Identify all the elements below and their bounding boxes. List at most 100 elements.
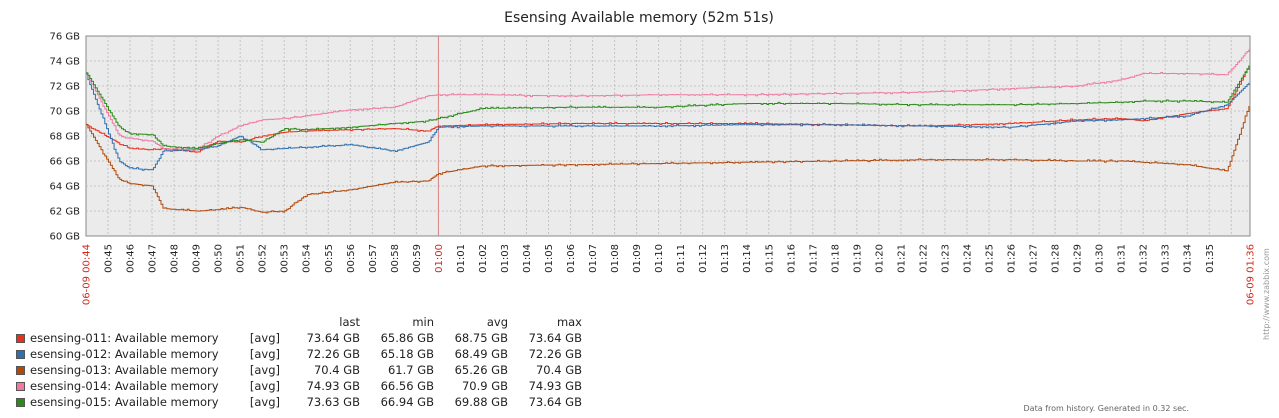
series-line-1 bbox=[86, 65, 1250, 153]
legend-min: 65.18 GB bbox=[380, 347, 434, 361]
legend-min: 61.7 GB bbox=[387, 363, 434, 377]
legend-max: 74.93 GB bbox=[528, 379, 582, 393]
y-tick-label: 76 GB bbox=[49, 32, 80, 43]
x-tick-label: 01:34 bbox=[1183, 244, 1194, 273]
legend-header-avg: avg bbox=[486, 315, 508, 329]
legend-series-name: esensing-013: Available memory bbox=[30, 363, 219, 377]
y-tick-label: 64 GB bbox=[49, 182, 80, 193]
x-tick-label: 01:28 bbox=[1051, 244, 1062, 273]
zabbix-watermark: http://www.zabbix.com bbox=[1262, 248, 1271, 340]
legend-series-name: esensing-014: Available memory bbox=[30, 379, 219, 393]
legend-function: [avg] bbox=[249, 331, 280, 345]
legend-row: esensing-015: Available memory [avg] 73.… bbox=[16, 394, 582, 410]
x-tick-label: 00:56 bbox=[346, 244, 357, 273]
x-tick-label: 01:21 bbox=[896, 244, 907, 273]
chart-title: Esensing Available memory (52m 51s) bbox=[504, 10, 774, 26]
legend-function: [avg] bbox=[249, 395, 280, 409]
x-tick-label: 00:54 bbox=[302, 244, 313, 273]
y-tick-label: 70 GB bbox=[49, 107, 80, 118]
x-tick-label: 01:18 bbox=[830, 244, 841, 273]
x-tick-label: 01:23 bbox=[940, 244, 951, 273]
x-tick-label: 00:52 bbox=[258, 244, 269, 273]
x-tick-label: 01:10 bbox=[654, 244, 665, 273]
legend-swatch bbox=[16, 397, 25, 407]
x-tick-label: 00:57 bbox=[368, 244, 379, 273]
x-tick-label: 00:46 bbox=[126, 244, 137, 273]
legend-row: esensing-012: Available memory [avg] 72.… bbox=[16, 346, 582, 362]
x-tick-label: 01:13 bbox=[720, 244, 731, 273]
x-tick-label: 01:30 bbox=[1095, 244, 1106, 273]
x-tick-label: 01:16 bbox=[786, 244, 797, 273]
legend-min: 66.56 GB bbox=[380, 379, 434, 393]
x-tick-label: 00:45 bbox=[104, 244, 115, 273]
x-tick-label: 01:25 bbox=[985, 244, 996, 273]
x-tick-label: 01:04 bbox=[522, 244, 533, 273]
generation-note: Data from history. Generated in 0.32 sec… bbox=[1023, 404, 1189, 413]
legend-header-last: last bbox=[339, 315, 360, 329]
x-tick-label: 01:27 bbox=[1029, 244, 1040, 273]
x-tick-label: 01:09 bbox=[632, 244, 643, 273]
legend-max: 73.64 GB bbox=[528, 331, 582, 345]
legend-swatch bbox=[16, 381, 25, 391]
x-tick-label: 01:08 bbox=[610, 244, 621, 273]
legend-swatch bbox=[16, 365, 25, 375]
legend-row: esensing-011: Available memory [avg] 73.… bbox=[16, 330, 582, 346]
legend-min: 65.86 GB bbox=[380, 331, 434, 345]
legend-row: esensing-013: Available memory [avg] 70.… bbox=[16, 362, 582, 378]
x-tick-label: 01:31 bbox=[1117, 244, 1128, 273]
legend-row: esensing-014: Available memory [avg] 74.… bbox=[16, 378, 582, 394]
x-tick-label: 01:24 bbox=[962, 244, 973, 273]
series-layer bbox=[86, 49, 1250, 214]
x-tick-label: 01:32 bbox=[1139, 244, 1150, 273]
legend: . last min avg max esensing-011: Availab… bbox=[16, 314, 582, 410]
legend-swatch bbox=[16, 333, 25, 343]
legend-function: [avg] bbox=[249, 347, 280, 361]
y-tick-label: 68 GB bbox=[49, 132, 80, 143]
legend-avg: 70.9 GB bbox=[461, 379, 508, 393]
x-tick-label: 00:59 bbox=[412, 244, 423, 273]
x-tick-label: 01:35 bbox=[1205, 244, 1216, 273]
series-line-2 bbox=[86, 73, 1250, 171]
x-tick-label: 01:07 bbox=[588, 244, 599, 273]
legend-function: [avg] bbox=[249, 363, 280, 377]
legend-max: 72.26 GB bbox=[528, 347, 582, 361]
legend-max: 70.4 GB bbox=[535, 363, 582, 377]
x-tick-label: 01:22 bbox=[918, 244, 929, 273]
x-tick-label: 01:01 bbox=[456, 244, 467, 273]
legend-avg: 68.75 GB bbox=[454, 331, 508, 345]
x-tick-label: 01:26 bbox=[1007, 244, 1018, 273]
legend-series-name: esensing-015: Available memory bbox=[30, 395, 219, 409]
x-tick-label: 00:49 bbox=[192, 244, 203, 273]
legend-series-name: esensing-012: Available memory bbox=[30, 347, 219, 361]
y-tick-label: 66 GB bbox=[49, 157, 80, 168]
legend-header: . last min avg max bbox=[16, 314, 582, 330]
x-tick-label: 01:17 bbox=[808, 244, 819, 273]
x-tick-label: 01:20 bbox=[874, 244, 885, 273]
legend-swatch bbox=[16, 349, 25, 359]
series-line-4 bbox=[86, 49, 1250, 151]
legend-last: 72.26 GB bbox=[306, 347, 360, 361]
x-tick-label: 00:51 bbox=[236, 244, 247, 273]
grid bbox=[86, 36, 1250, 236]
legend-avg: 65.26 GB bbox=[454, 363, 508, 377]
chart: Esensing Available memory (52m 51s) 60 G… bbox=[49, 10, 1256, 306]
x-tick-label: 01:00 bbox=[434, 244, 445, 273]
axes: 60 GB 62 GB 64 GB 66 GB 68 GB 70 GB 72 GB 74 GB… bbox=[49, 32, 1256, 306]
x-tick-label: 01:33 bbox=[1161, 244, 1172, 273]
legend-last: 70.4 GB bbox=[313, 363, 360, 377]
legend-last: 73.63 GB bbox=[306, 395, 360, 409]
legend-max: 73.64 GB bbox=[528, 395, 582, 409]
y-tick-label: 60 GB bbox=[49, 232, 80, 243]
legend-min: 66.94 GB bbox=[380, 395, 434, 409]
x-tick-label: 01:19 bbox=[852, 244, 863, 273]
x-tick-label: 00:55 bbox=[324, 244, 335, 273]
legend-avg: 69.88 GB bbox=[454, 395, 508, 409]
x-tick-label: 01:12 bbox=[698, 244, 709, 273]
x-tick-label: 01:05 bbox=[544, 244, 555, 273]
x-tick-label: 00:48 bbox=[170, 244, 181, 273]
legend-series-name: esensing-011: Available memory bbox=[30, 331, 219, 345]
x-tick-label: 00:50 bbox=[214, 244, 225, 273]
legend-function: [avg] bbox=[249, 379, 280, 393]
x-tick-label: 01:14 bbox=[742, 244, 753, 273]
x-tick-label: 01:15 bbox=[764, 244, 775, 273]
